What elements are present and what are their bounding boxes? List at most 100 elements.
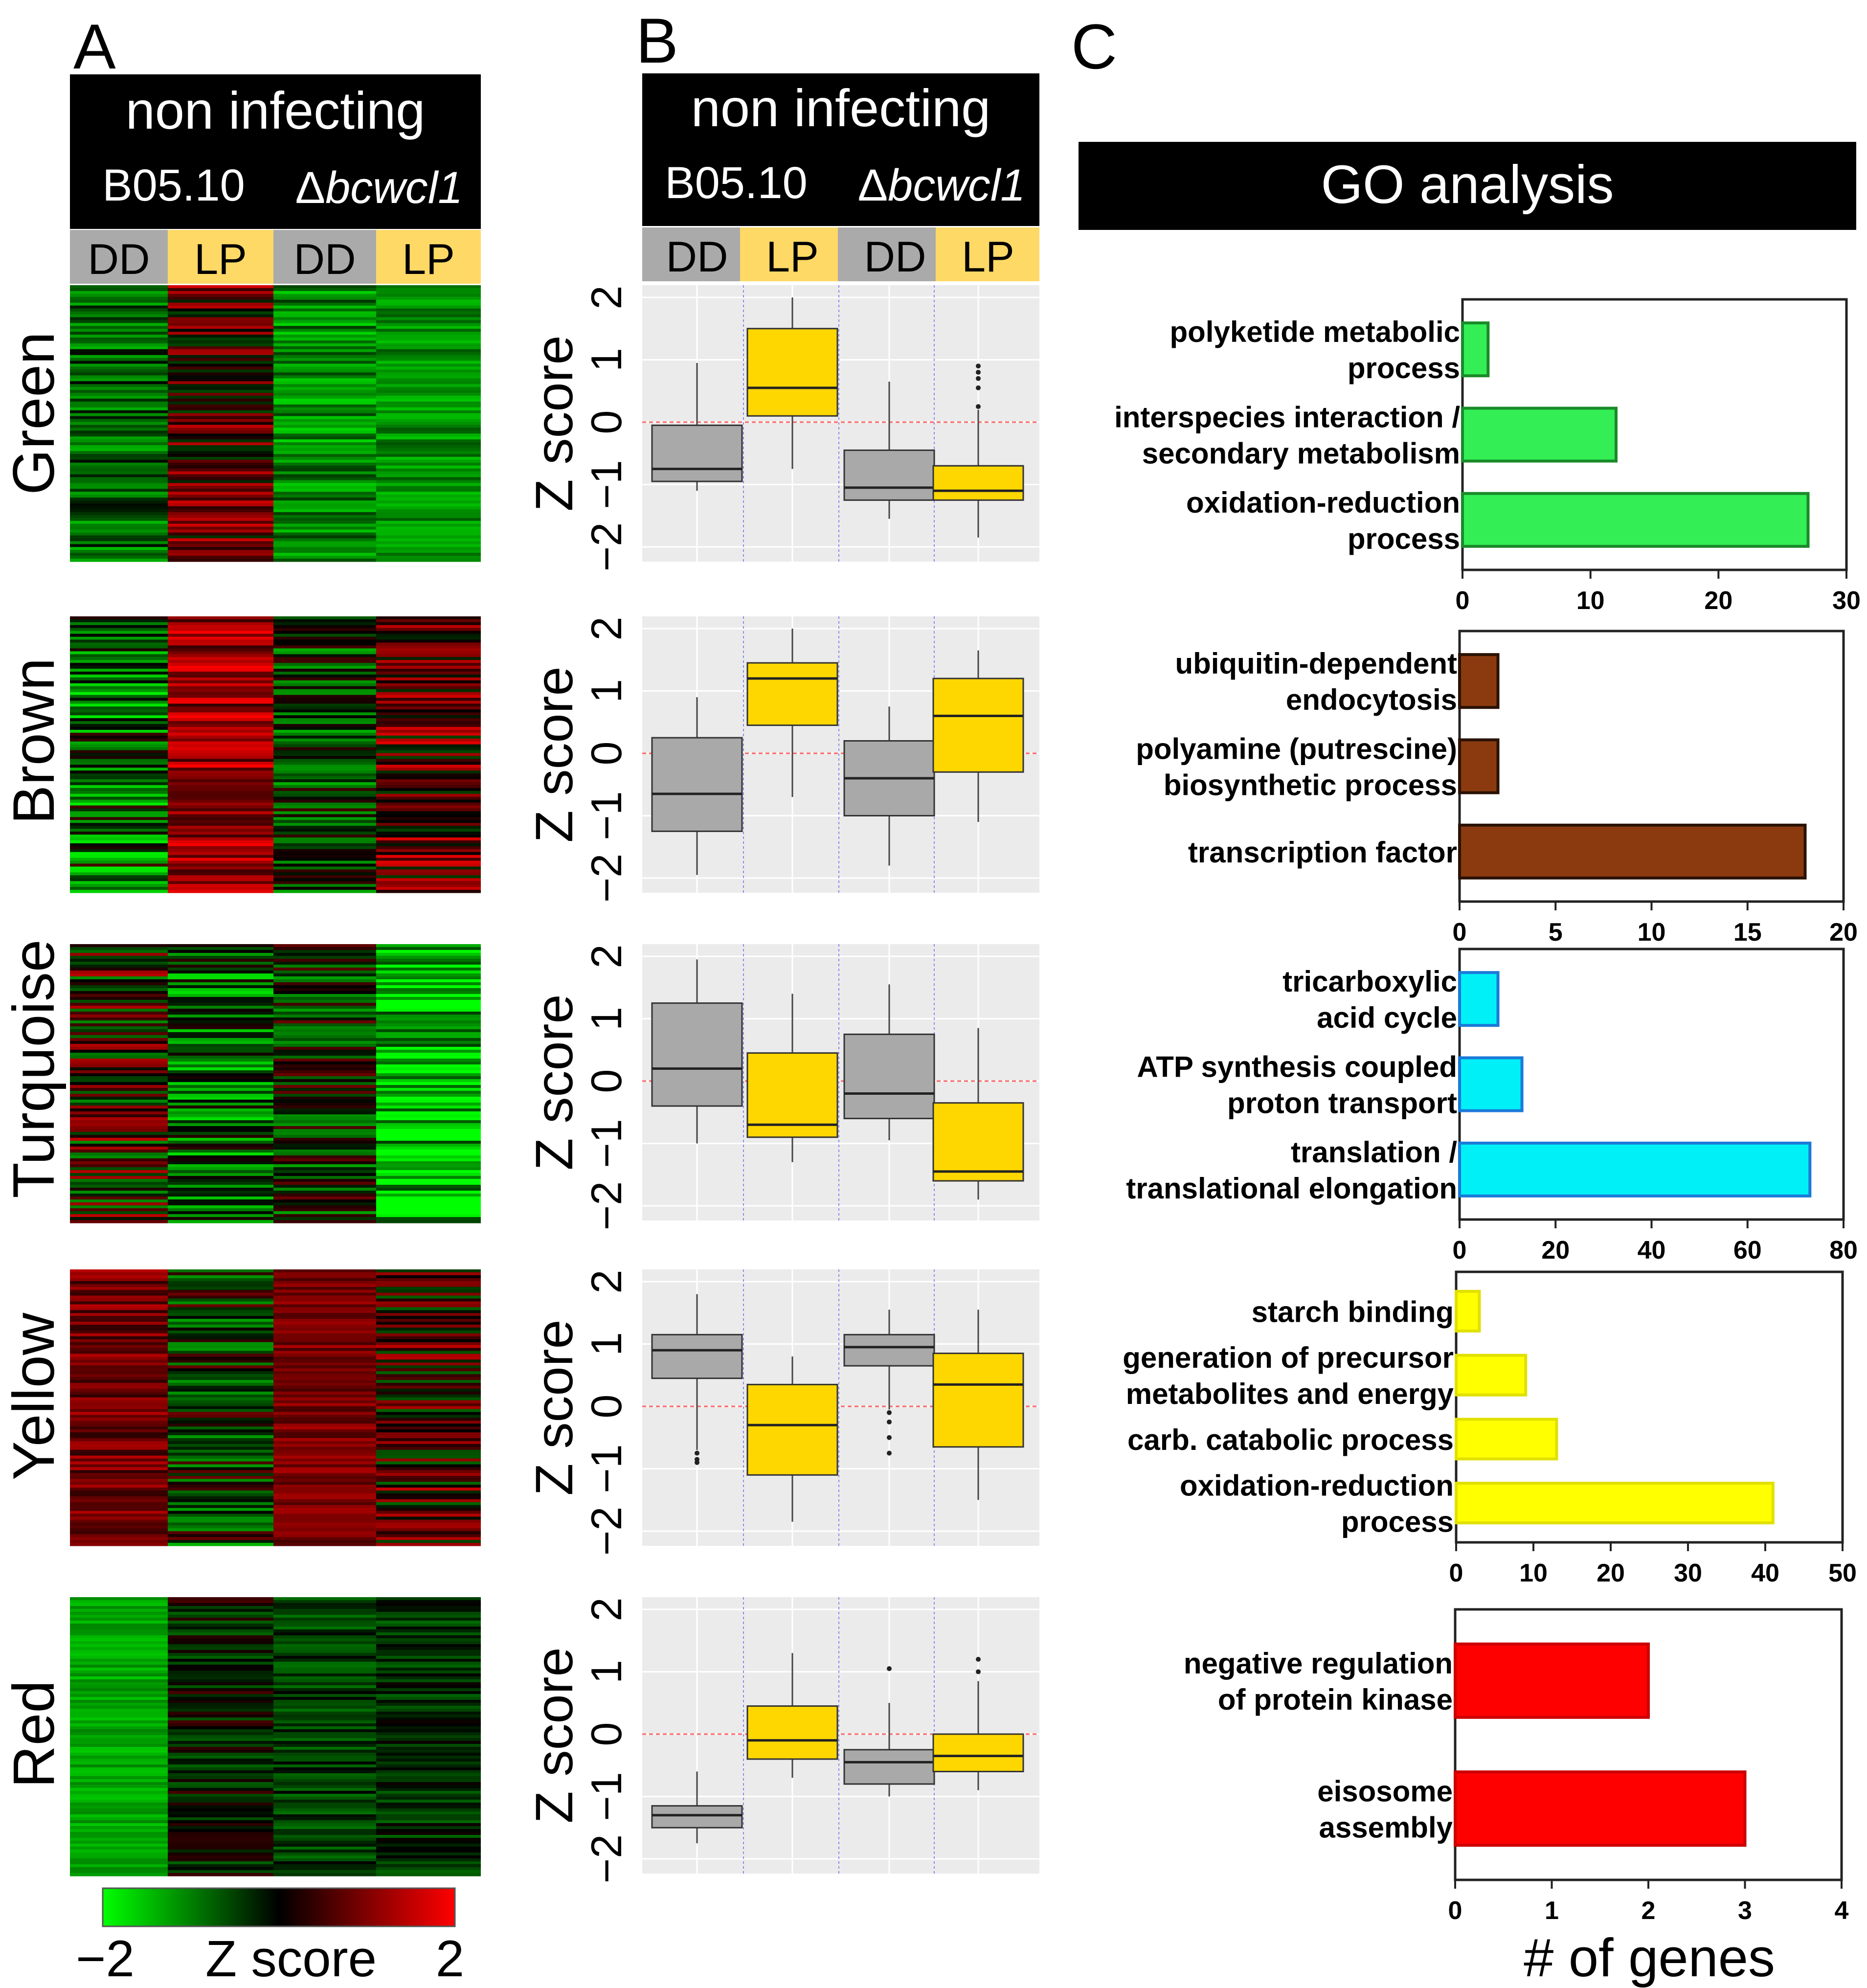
heatmap-stripe [376, 715, 481, 719]
heatmap-stripe [168, 843, 273, 847]
heatmap-stripe [376, 559, 481, 562]
heatmap-stripe [168, 1103, 273, 1106]
heatmap-stripe [376, 1855, 481, 1859]
heatmap-stripe [168, 1307, 273, 1310]
heatmap-stripe [70, 855, 168, 858]
heatmap-stripe [70, 1179, 168, 1182]
heatmap-stripe [70, 428, 168, 431]
heatmap-stripe [70, 468, 168, 472]
heatmap-stripe [376, 1720, 481, 1724]
heatmap-stripe [70, 1176, 168, 1179]
heatmap-stripe [376, 802, 481, 806]
heatmap-stripe [168, 518, 273, 521]
heatmap-stripe [376, 462, 481, 466]
heatmap-stripe [168, 1615, 273, 1618]
heatmap-stripe [168, 1412, 273, 1415]
heatmap-stripe [376, 1615, 481, 1618]
heatmap-stripe [376, 1499, 481, 1503]
heatmap-stripe [273, 1339, 376, 1343]
heatmap-stripe [168, 887, 273, 890]
heatmap-stripe [70, 1170, 168, 1174]
heatmap-stripe [376, 535, 481, 539]
heatmap-stripe [70, 1638, 168, 1642]
heatmap-stripe [70, 1199, 168, 1203]
heatmap-stripe [273, 1017, 376, 1021]
heatmap-stripe [376, 1808, 481, 1812]
box--bcwcl1-dd [843, 706, 935, 866]
heatmap-stripe [168, 1289, 273, 1293]
heatmap-stripe [273, 1864, 376, 1868]
heatmap-stripe [376, 1348, 481, 1352]
heatmap-stripe [168, 1508, 273, 1512]
heatmap-stripe [376, 1423, 481, 1427]
heatmap-stripe [70, 1762, 168, 1765]
heatmap-stripe [376, 346, 481, 350]
heatmap-stripe [273, 1214, 376, 1218]
heatmap-stripe [376, 471, 481, 475]
heatmap-stripe [168, 1732, 273, 1736]
heatmap-stripe [273, 396, 376, 399]
heatmap-stripe [376, 1791, 481, 1794]
heatmap-stripe [168, 1327, 273, 1331]
heatmap-stripe [376, 674, 481, 678]
heatmap-stripe [70, 1365, 168, 1369]
heatmap-stripe [70, 785, 168, 789]
heatmap-stripe [376, 1528, 481, 1532]
heatmap-stripe [70, 1627, 168, 1630]
heatmap-stripe [70, 1426, 168, 1430]
heatmap-stripe [168, 1082, 273, 1085]
heatmap-stripe [273, 1275, 376, 1279]
x-tick-label: 20 [1541, 1236, 1570, 1265]
colorbar: −2 Z score 2 [76, 1887, 464, 1988]
heatmap-stripe [70, 683, 168, 687]
heatmap-stripe [376, 1292, 481, 1296]
heatmap-stripe [168, 1806, 273, 1809]
heatmap-stripe [168, 1779, 273, 1783]
heatmap-stripe [273, 1712, 376, 1715]
heatmap-stripe [273, 633, 376, 637]
heatmap-stripe [376, 401, 481, 405]
heatmap-stripe [168, 1603, 273, 1606]
heatmap-stripe [376, 416, 481, 420]
heatmap-stripe [168, 1844, 273, 1847]
heatmap-stripe [376, 1600, 481, 1604]
heatmap-stripe [70, 779, 168, 783]
heatmap-stripe [168, 1441, 273, 1445]
heatmap-stripe [273, 1644, 376, 1648]
heatmap-stripe [168, 451, 273, 454]
heatmap-stripe [168, 959, 273, 962]
heatmap-stripe [376, 291, 481, 294]
heatmap-stripe [376, 1788, 481, 1791]
heatmap-stripe [376, 433, 481, 437]
heatmap-stripe [376, 1502, 481, 1506]
heatmap-stripe [376, 1829, 481, 1832]
heatmap-stripe [376, 1170, 481, 1174]
heatmap-stripe [273, 1374, 376, 1378]
heatmap-stripe [70, 817, 168, 820]
heatmap-stripe [273, 1272, 376, 1276]
heatmap-stripe [168, 503, 273, 507]
heatmap-stripe [376, 1000, 481, 1003]
heatmap-stripe [168, 1111, 273, 1115]
heatmap-stripe [273, 793, 376, 797]
heatmap-stripe [273, 1429, 376, 1433]
heatmap-stripe [273, 1406, 376, 1410]
heatmap-stripe [376, 1685, 481, 1689]
heatmap-stripe [70, 1191, 168, 1194]
heatmap-stripe [273, 820, 376, 823]
x-tick-label: 10 [1638, 918, 1666, 947]
heatmap-stripe [273, 729, 376, 733]
heatmap-stripe [168, 835, 273, 838]
heatmap-stripe [168, 1861, 273, 1865]
heatmap-stripe [376, 1682, 481, 1686]
heatmap-stripe [70, 416, 168, 420]
heatmap-stripe [376, 1426, 481, 1430]
heatmap-stripe [376, 1374, 481, 1378]
go-term-label: transcription factor [1188, 836, 1457, 869]
heatmap-stripe [376, 997, 481, 1000]
heatmap-stripe [168, 858, 273, 861]
heatmap-stripe [273, 553, 376, 556]
heatmap-stripe [168, 1444, 273, 1447]
go-term-label: polyamine (putrescine) [1136, 733, 1457, 766]
heatmap-stripe [376, 410, 481, 414]
